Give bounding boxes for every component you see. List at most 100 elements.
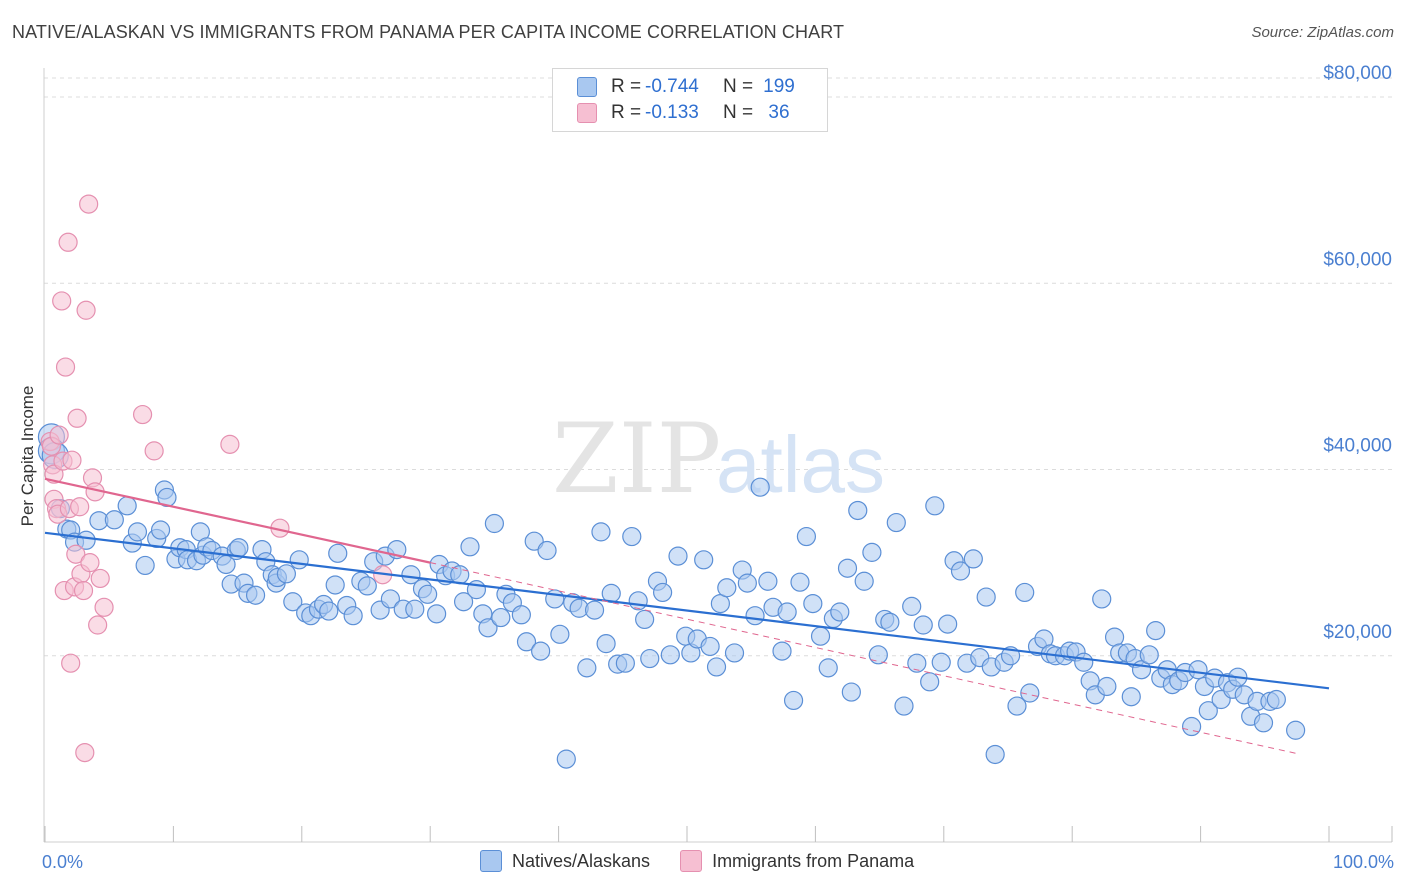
- legend-item-panama[interactable]: Immigrants from Panama: [680, 850, 914, 872]
- point-natives: [622, 526, 642, 547]
- point-natives: [127, 522, 148, 542]
- point-natives: [640, 648, 660, 669]
- point-panama: [55, 357, 76, 377]
- point-natives: [484, 513, 504, 534]
- point-natives: [660, 645, 680, 665]
- point-natives: [1188, 660, 1208, 680]
- point-natives: [913, 615, 933, 635]
- point-panama: [49, 425, 69, 445]
- point-natives: [491, 607, 511, 628]
- stats-n-value: 36: [768, 102, 790, 123]
- point-panama: [76, 300, 96, 320]
- point-natives: [556, 749, 576, 769]
- point-natives: [418, 584, 438, 604]
- point-natives: [783, 690, 804, 711]
- point-natives: [550, 624, 570, 644]
- watermark-zip: ZIP: [552, 403, 721, 515]
- point-panama: [61, 653, 81, 673]
- point-natives: [830, 602, 850, 622]
- point-natives: [976, 587, 996, 607]
- point-natives: [1121, 687, 1141, 707]
- point-natives: [745, 606, 765, 626]
- point-natives: [150, 520, 171, 540]
- point-natives: [854, 571, 874, 591]
- trendline-panama-extension: [430, 562, 1298, 755]
- point-natives: [706, 657, 727, 677]
- point-natives: [1266, 689, 1286, 710]
- point-natives: [772, 641, 792, 661]
- point-natives: [245, 585, 266, 605]
- point-natives: [380, 589, 400, 609]
- point-natives: [694, 550, 714, 570]
- stats-n-value: 199: [763, 76, 795, 97]
- point-natives: [276, 564, 296, 584]
- point-natives: [319, 601, 339, 621]
- point-natives: [596, 634, 616, 654]
- x-tick-label-max: 100.0%: [1332, 852, 1394, 872]
- point-natives: [460, 537, 480, 557]
- point-natives: [117, 496, 137, 516]
- point-natives: [1074, 652, 1094, 672]
- point-natives: [777, 602, 797, 622]
- point-natives: [1015, 582, 1035, 603]
- point-panama: [70, 497, 90, 517]
- point-natives: [516, 632, 537, 652]
- stats-n-label: N =: [723, 76, 754, 97]
- point-natives: [841, 682, 861, 702]
- point-natives: [229, 538, 249, 558]
- point-panama: [58, 232, 78, 252]
- point-natives: [1139, 645, 1159, 665]
- point-natives: [868, 645, 888, 665]
- point-natives: [401, 565, 421, 585]
- point-natives: [750, 477, 770, 497]
- stats-r-value: -0.744: [645, 76, 699, 97]
- point-panama: [62, 450, 82, 470]
- point-natives: [902, 596, 922, 616]
- stats-r-value: -0.133: [645, 102, 699, 123]
- point-natives: [920, 672, 940, 692]
- point-panama: [220, 434, 240, 454]
- point-natives: [848, 500, 868, 521]
- point-panama: [44, 464, 64, 484]
- point-natives: [1198, 701, 1218, 721]
- point-natives: [950, 561, 971, 581]
- point-natives: [478, 618, 498, 638]
- chart-title: NATIVE/ALASKAN VS IMMIGRANTS FROM PANAMA…: [12, 22, 845, 42]
- legend-label-natives: Natives/Alaskans: [512, 850, 651, 871]
- point-panama: [66, 544, 86, 564]
- point-natives: [700, 636, 720, 657]
- point-panama: [144, 441, 164, 461]
- x-tick-label-min: 0.0%: [42, 852, 84, 872]
- point-natives: [886, 512, 906, 533]
- point-natives: [328, 543, 348, 563]
- point-panama: [94, 597, 114, 617]
- legend-swatch-panama: [680, 850, 703, 872]
- point-natives: [653, 582, 673, 603]
- point-natives: [577, 658, 597, 678]
- point-natives: [343, 606, 363, 626]
- stats-swatch-natives: [577, 77, 597, 97]
- point-natives: [880, 612, 900, 632]
- legend-label-panama: Immigrants from Panama: [712, 850, 915, 871]
- y-tick-label: $40,000: [1323, 436, 1392, 457]
- point-natives: [737, 573, 757, 593]
- point-natives: [810, 626, 831, 646]
- point-natives: [453, 592, 474, 612]
- legend-item-natives[interactable]: Natives/Alaskans: [480, 850, 650, 872]
- point-natives: [104, 510, 124, 530]
- point-natives: [591, 522, 611, 542]
- point-natives: [1092, 589, 1112, 609]
- point-natives: [668, 546, 688, 566]
- point-panama: [73, 580, 94, 601]
- point-panama: [80, 553, 100, 573]
- point-natives: [135, 555, 155, 576]
- point-natives: [837, 558, 858, 578]
- point-panama: [88, 615, 108, 635]
- y-tick-label: $20,000: [1323, 622, 1392, 643]
- legend-swatch-natives: [480, 850, 502, 872]
- point-natives: [758, 571, 778, 591]
- point-natives: [524, 531, 544, 551]
- point-natives: [1007, 696, 1027, 716]
- point-natives: [405, 599, 425, 619]
